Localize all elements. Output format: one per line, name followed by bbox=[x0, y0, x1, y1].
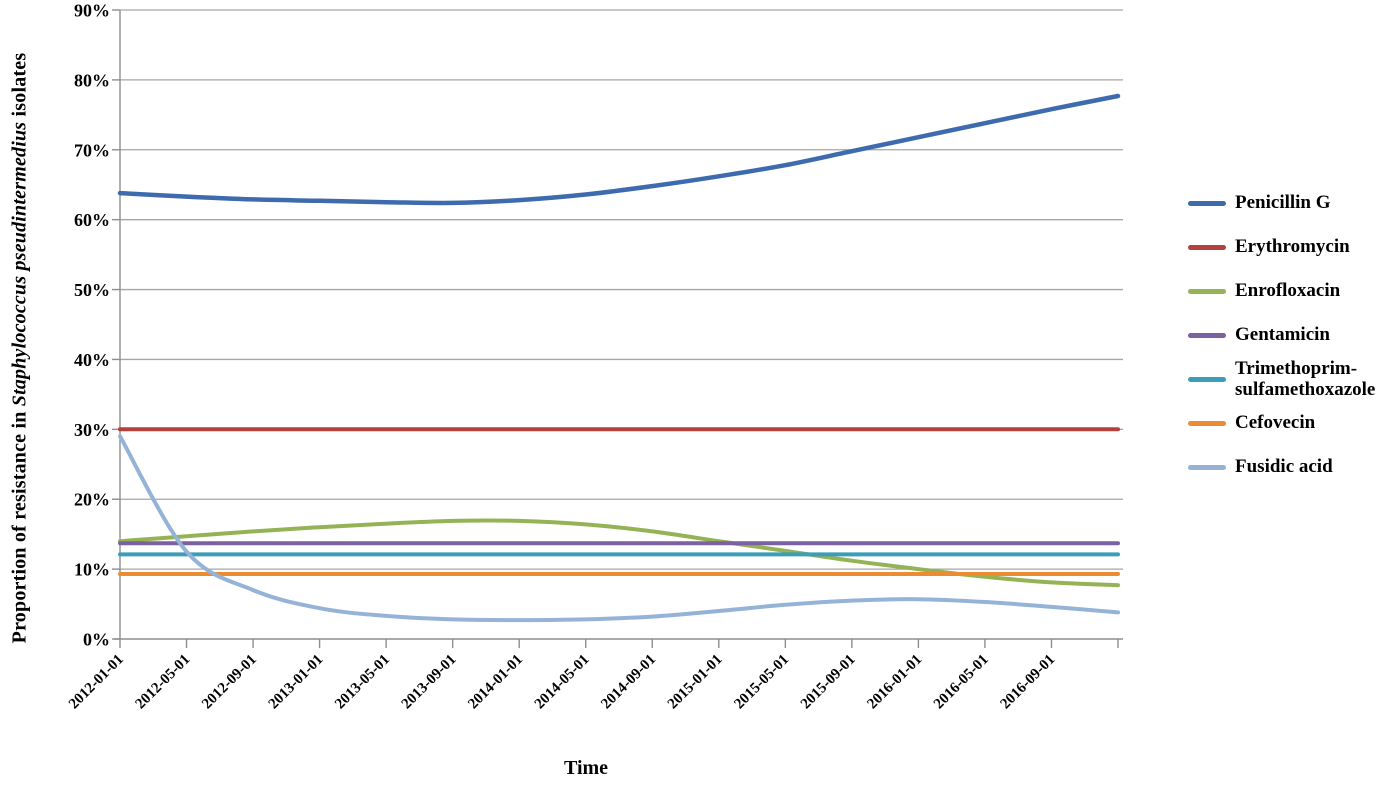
legend-item-gentamicin: Gentamicin bbox=[1188, 313, 1400, 357]
legend-swatch-enrofloxacin bbox=[1188, 288, 1226, 294]
x-tick-label: 2014-09-01 bbox=[598, 652, 659, 713]
legend: Penicillin G Erythromycin Enrofloxacin G… bbox=[1188, 181, 1400, 489]
axes bbox=[112, 9, 1123, 648]
y-tick-label: 80% bbox=[74, 70, 110, 90]
x-tick-label: 2015-01-01 bbox=[665, 652, 726, 713]
x-tick-label: 2015-05-01 bbox=[731, 652, 792, 713]
legend-swatch-fusidic-acid bbox=[1188, 464, 1226, 470]
y-tick-label: 10% bbox=[74, 560, 110, 580]
x-tick-label: 2013-05-01 bbox=[332, 652, 393, 713]
x-axis-title: Time bbox=[563, 757, 609, 779]
x-tick-label: 2014-01-01 bbox=[465, 652, 526, 713]
legend-swatch-gentamicin bbox=[1188, 332, 1226, 338]
legend-item-trimethoprim-sulfamethoxazole: Trimethoprim-sulfamethoxazole bbox=[1188, 357, 1400, 401]
y-tick-label: 40% bbox=[74, 350, 110, 370]
x-tick-label: 2012-05-01 bbox=[133, 652, 194, 713]
legend-label-trimethoprim-sulfamethoxazole: Trimethoprim-sulfamethoxazole bbox=[1235, 357, 1376, 400]
x-tick-label: 2012-09-01 bbox=[199, 652, 260, 713]
series-line-fusidic-acid bbox=[118, 434, 1120, 623]
legend-item-erythromycin: Erythromycin bbox=[1188, 225, 1400, 269]
y-tick-label: 20% bbox=[74, 490, 110, 510]
y-tick-label: 70% bbox=[74, 140, 110, 160]
y-tick-label: 0% bbox=[83, 630, 110, 650]
gridlines bbox=[120, 9, 1123, 570]
y-axis-tick-labels: 0% 10% 20% 30% 40% 50% 60% 70% 80% 90% bbox=[74, 1, 110, 650]
x-tick-label: 2016-09-01 bbox=[997, 652, 1058, 713]
legend-item-fusidic-acid: Fusidic acid bbox=[1188, 445, 1400, 489]
legend-swatch-erythromycin bbox=[1188, 244, 1226, 250]
x-tick-label: 2016-01-01 bbox=[864, 652, 925, 713]
x-tick-label: 2013-01-01 bbox=[266, 652, 327, 713]
legend-item-penicillin-g: Penicillin G bbox=[1188, 181, 1400, 225]
x-axis-tick-labels: 2012-01-01 2012-05-01 2012-09-01 2013-01-01… bbox=[66, 652, 1058, 713]
legend-item-enrofloxacin: Enrofloxacin bbox=[1188, 269, 1400, 313]
legend-swatch-cefovecin bbox=[1188, 420, 1226, 426]
x-tick-label: 2016-05-01 bbox=[931, 652, 992, 713]
legend-label-erythromycin: Erythromycin bbox=[1235, 236, 1350, 258]
y-tick-label: 60% bbox=[74, 210, 110, 230]
y-tick-label: 90% bbox=[74, 1, 110, 21]
legend-label-cefovecin: Cefovecin bbox=[1235, 412, 1316, 434]
x-tick-label: 2013-09-01 bbox=[399, 652, 460, 713]
series-lines bbox=[117, 93, 1121, 623]
x-tick-label: 2012-01-01 bbox=[66, 652, 127, 713]
legend-item-cefovecin: Cefovecin bbox=[1188, 401, 1400, 445]
x-tick-label: 2015-09-01 bbox=[798, 652, 859, 713]
legend-swatch-trimethoprim-sulfamethoxazole bbox=[1188, 376, 1226, 382]
series-line-penicillin-g bbox=[117, 93, 1121, 206]
legend-swatch-penicillin-g bbox=[1188, 200, 1226, 206]
x-tick-label: 2014-05-01 bbox=[532, 652, 593, 713]
legend-label-penicillin-g: Penicillin G bbox=[1235, 192, 1331, 214]
y-tick-label: 30% bbox=[74, 420, 110, 440]
legend-label-gentamicin: Gentamicin bbox=[1235, 324, 1330, 346]
legend-label-enrofloxacin: Enrofloxacin bbox=[1235, 280, 1341, 302]
y-tick-label: 50% bbox=[74, 280, 110, 300]
legend-label-fusidic-acid: Fusidic acid bbox=[1235, 456, 1333, 478]
